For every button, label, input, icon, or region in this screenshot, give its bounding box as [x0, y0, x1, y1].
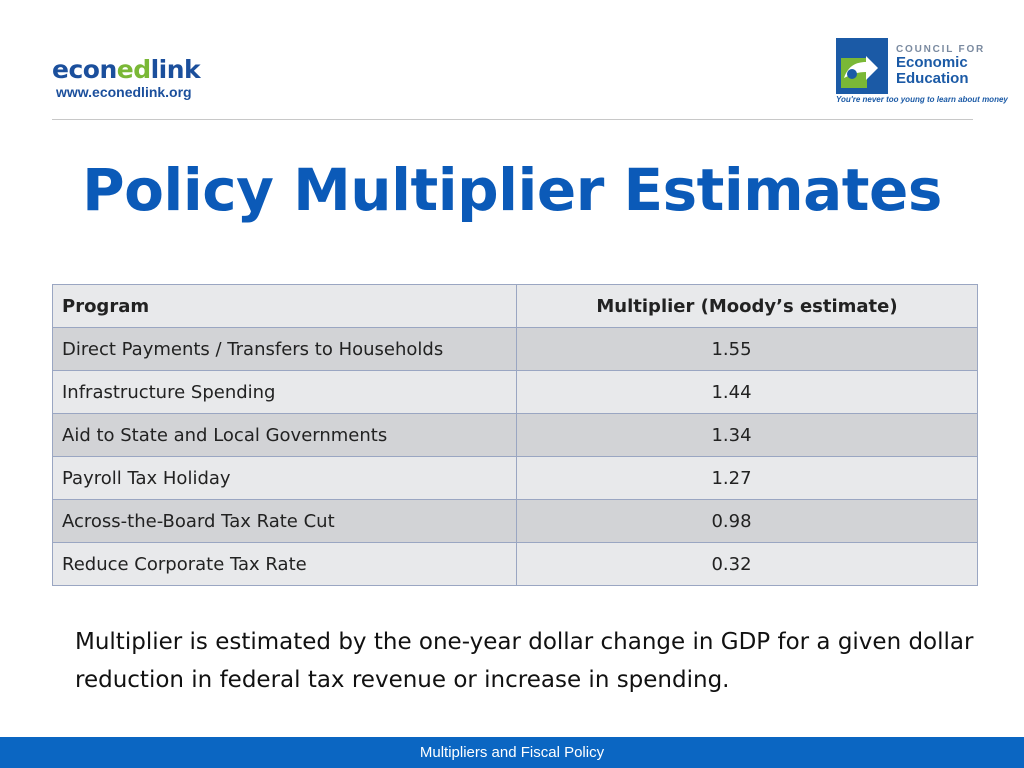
program-cell: Payroll Tax Holiday — [52, 456, 517, 500]
council-for-economic-education-logo: COUNCIL FOR Economic Education You're ne… — [836, 38, 1008, 108]
multiplier-cell: 0.32 — [516, 542, 978, 586]
brand-mid: ed — [116, 55, 151, 84]
cee-line-council: COUNCIL FOR — [896, 44, 986, 55]
slide-title: Policy Multiplier Estimates — [82, 156, 942, 224]
multiplier-cell: 1.55 — [516, 327, 978, 371]
footer-title: Multipliers and Fiscal Policy — [419, 744, 605, 761]
multiplier-cell: 1.44 — [516, 370, 978, 414]
multiplier-cell: 1.27 — [516, 456, 978, 500]
econedlink-logo: econedlink www.econedlink.org — [52, 56, 252, 101]
header-divider — [52, 119, 973, 120]
program-cell: Across-the-Board Tax Rate Cut — [52, 499, 517, 543]
econedlink-url: www.econedlink.org — [56, 84, 192, 100]
program-cell: Aid to State and Local Governments — [52, 413, 517, 457]
program-cell: Infrastructure Spending — [52, 370, 517, 414]
header-program: Program — [52, 284, 517, 328]
program-cell: Direct Payments / Transfers to Household… — [52, 327, 517, 371]
multiplier-cell: 0.98 — [516, 499, 978, 543]
cee-tagline: You're never too young to learn about mo… — [836, 95, 1008, 104]
cee-line-education: Education — [896, 70, 969, 87]
multiplier-cell: 1.34 — [516, 413, 978, 457]
brand-suffix: link — [150, 55, 201, 84]
footer-bar: Multipliers and Fiscal Policy — [0, 737, 1024, 768]
table-row: Payroll Tax Holiday 1.27 — [52, 456, 978, 500]
brand-prefix: econ — [52, 55, 117, 84]
cee-wordmark: COUNCIL FOR Economic Education — [896, 44, 985, 87]
table-row: Infrastructure Spending 1.44 — [52, 370, 978, 414]
cee-emblem-icon — [836, 38, 888, 94]
table-row: Across-the-Board Tax Rate Cut 0.98 — [52, 499, 978, 543]
cee-line-economic: Economic — [896, 54, 968, 71]
table-row: Reduce Corporate Tax Rate 0.32 — [52, 542, 978, 586]
multiplier-explanation: Multiplier is estimated by the one-year … — [75, 629, 974, 693]
table-header-row: Program Multiplier (Moody’s estimate) — [52, 284, 978, 328]
multiplier-table: Program Multiplier (Moody’s estimate) Di… — [52, 284, 978, 586]
program-cell: Reduce Corporate Tax Rate — [52, 542, 517, 586]
header-multiplier: Multiplier (Moody’s estimate) — [516, 284, 978, 328]
table-row: Direct Payments / Transfers to Household… — [52, 327, 978, 371]
econedlink-wordmark: econedlink — [52, 56, 252, 84]
table-row: Aid to State and Local Governments 1.34 — [52, 413, 978, 457]
